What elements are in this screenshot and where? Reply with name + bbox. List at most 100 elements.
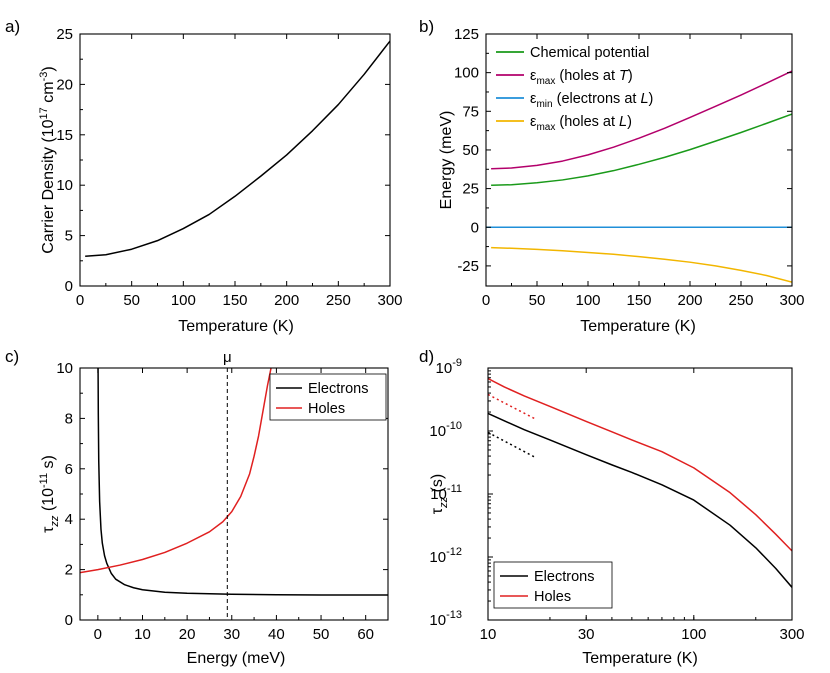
legend-label-c: Electrons — [308, 381, 368, 397]
legend-label-b: εmin (electrons at L) — [530, 91, 653, 110]
panel-b-xtick-label: 100 — [575, 292, 600, 309]
panel-label-c: c) — [5, 347, 19, 366]
legend-label-b: εmax (holes at L) — [530, 114, 632, 133]
panel-c-ytick-label: 6 — [65, 461, 73, 478]
panel-a-xtick-label: 150 — [222, 292, 247, 309]
legend-label-c: Holes — [308, 401, 345, 417]
panel-d-series-holes — [488, 377, 792, 552]
legend-label-d: Holes — [534, 589, 571, 605]
panel-d-ylabel-end: (s) — [429, 474, 446, 497]
panel-c-ylabel-exp: -11 — [38, 473, 50, 488]
panel-b: 0 50 100 150 200 250 300-250255075100125Chemic… — [438, 26, 805, 335]
panel-a-xlabel: Temperature (K) — [178, 318, 294, 335]
panel-a-ylabel-exp2: -3 — [38, 72, 50, 82]
panel-label-b: b) — [419, 17, 434, 36]
panel-a-ytick-label: 15 — [56, 127, 73, 144]
panel-a-ylabel-end: ) — [40, 66, 57, 71]
panel-d-xtick-label: 100 — [681, 626, 706, 643]
legend-label-b: εmax (holes at T) — [530, 68, 633, 87]
panel-b-xlabel: Temperature (K) — [580, 318, 696, 335]
panel-a-axes: 0 50 100 150 200 250 300 0 5 10 15 20 25 — [56, 26, 402, 309]
panel-b-series-chemical-potential — [491, 113, 792, 186]
panel-d-series-electrons-dotted- — [488, 431, 536, 459]
panel-d-ytick-exp: -12 — [446, 546, 462, 558]
panel-label-a: a) — [5, 17, 20, 36]
panel-b-xtick-label: 150 — [626, 292, 651, 309]
panel-c-ytick-label: 0 — [65, 612, 73, 629]
panel-c-ytick-label: 8 — [65, 410, 73, 427]
mu-label: μ — [223, 349, 232, 366]
legend-label-d: Electrons — [534, 569, 594, 585]
panel-b-ytick-label: 100 — [454, 65, 479, 82]
panel-d-xtick-label: 30 — [578, 626, 595, 643]
panel-d-ylabel-sub: zz — [438, 496, 450, 509]
panel-c-ytick-label: 2 — [65, 562, 73, 579]
panel-a-ytick-label: 0 — [65, 278, 73, 295]
panel-d-ytick-label: 10-9 — [436, 357, 462, 377]
panel-c-series-electrons — [97, 368, 388, 596]
panel-d-xlabel: Temperature (K) — [582, 650, 698, 667]
panel-a-frame — [79, 33, 391, 287]
panel-d-xtick-label: 10 — [480, 626, 497, 643]
panel-d-ytick-label: 10-12 — [429, 546, 462, 566]
panel-a-xtick-label: 50 — [123, 292, 140, 309]
panel-d-axes: 10 30 100 30010-1310-1210-1110-1010-9Electr… — [429, 357, 804, 643]
panel-c-ylabel-sub: zz — [49, 515, 61, 528]
panel-d: 10 30 100 30010-1310-1210-1110-1010-9Electr… — [429, 357, 805, 667]
panel-d-ytick-label: 10-13 — [429, 609, 462, 629]
panel-c-series-holes — [80, 368, 272, 574]
panel-c: 0 10 20 30 40 50 60 0 2 4 6 8 10 μ Electrons Holes Ener… — [38, 349, 389, 667]
panel-d-ytick-exp: -11 — [447, 483, 462, 495]
panel-d-series-electrons — [488, 412, 792, 588]
panel-b-xtick-label: 0 — [482, 292, 490, 309]
panel-c-xtick-label: 30 — [223, 626, 240, 643]
panel-b-xtick-label: 300 — [779, 292, 804, 309]
panel-d-xtick-label: 300 — [779, 626, 804, 643]
panel-c-xtick-label: 20 — [179, 626, 196, 643]
legend-box-d — [493, 561, 613, 609]
panel-b-ytick-label: 50 — [462, 142, 479, 159]
panel-a-ytick-label: 20 — [56, 76, 73, 93]
panel-b-ytick-label: -25 — [457, 258, 479, 275]
panel-a-ylabel: Carrier Density (1017 cm-3) — [38, 66, 57, 253]
panel-c-xtick-label: 40 — [268, 626, 285, 643]
panel-b-ytick-label: 75 — [462, 103, 479, 120]
panel-c-xtick-label: 50 — [313, 626, 330, 643]
panel-a: 0 50 100 150 200 250 300 0 5 10 15 20 25 Temperature… — [38, 26, 403, 335]
panel-c-ylabel-mid: (10 — [40, 488, 57, 516]
panel-c-xtick-label: 0 — [94, 626, 102, 643]
panel-b-ytick-label: 125 — [454, 26, 479, 43]
panel-b-ylabel: Energy (meV) — [438, 111, 455, 210]
panel-d-ytick-exp: -9 — [452, 357, 462, 369]
panel-c-xtick-label: 60 — [357, 626, 374, 643]
panel-a-ylabel-mid: cm — [40, 81, 57, 107]
panel-a-ytick-label: 5 — [65, 228, 73, 245]
panel-c-xtick-label: 10 — [134, 626, 151, 643]
panel-a-xtick-label: 100 — [171, 292, 196, 309]
panel-b-ytick-label: 25 — [462, 181, 479, 198]
panel-c-xlabel: Energy (meV) — [187, 650, 286, 667]
panel-c-ytick-label: 10 — [56, 360, 73, 377]
panel-b-series--max-holes-at-t- — [491, 70, 792, 170]
legend-label-b: Chemical potential — [530, 45, 649, 61]
panel-a-ytick-label: 25 — [56, 26, 73, 43]
panel-a-ytick-label: 10 — [56, 177, 73, 194]
panel-b-ytick-label: 0 — [471, 219, 479, 236]
panel-b-axes: 0 50 100 150 200 250 300-250255075100125Chemic… — [454, 26, 805, 309]
panel-c-ylabel-end: s) — [40, 455, 57, 473]
panel-label-d: d) — [419, 347, 434, 366]
panel-a-xtick-label: 0 — [76, 292, 84, 309]
panel-b-xtick-label: 250 — [728, 292, 753, 309]
panel-d-ytick-exp: -13 — [446, 609, 462, 621]
panel-c-ylabel: τzz (10-11 s) — [38, 455, 61, 533]
panel-c-ytick-label: 4 — [65, 511, 73, 528]
legend-box-c — [269, 373, 387, 421]
panel-a-xtick-label: 200 — [274, 292, 299, 309]
panel-a-xtick-label: 250 — [326, 292, 351, 309]
panel-b-xtick-label: 200 — [677, 292, 702, 309]
panel-a-series-carrier-density — [85, 40, 390, 258]
panel-a-xtick-label: 300 — [377, 292, 402, 309]
panel-d-ytick-exp: -10 — [446, 420, 462, 432]
panel-b-series--max-holes-at-l- — [491, 246, 792, 283]
